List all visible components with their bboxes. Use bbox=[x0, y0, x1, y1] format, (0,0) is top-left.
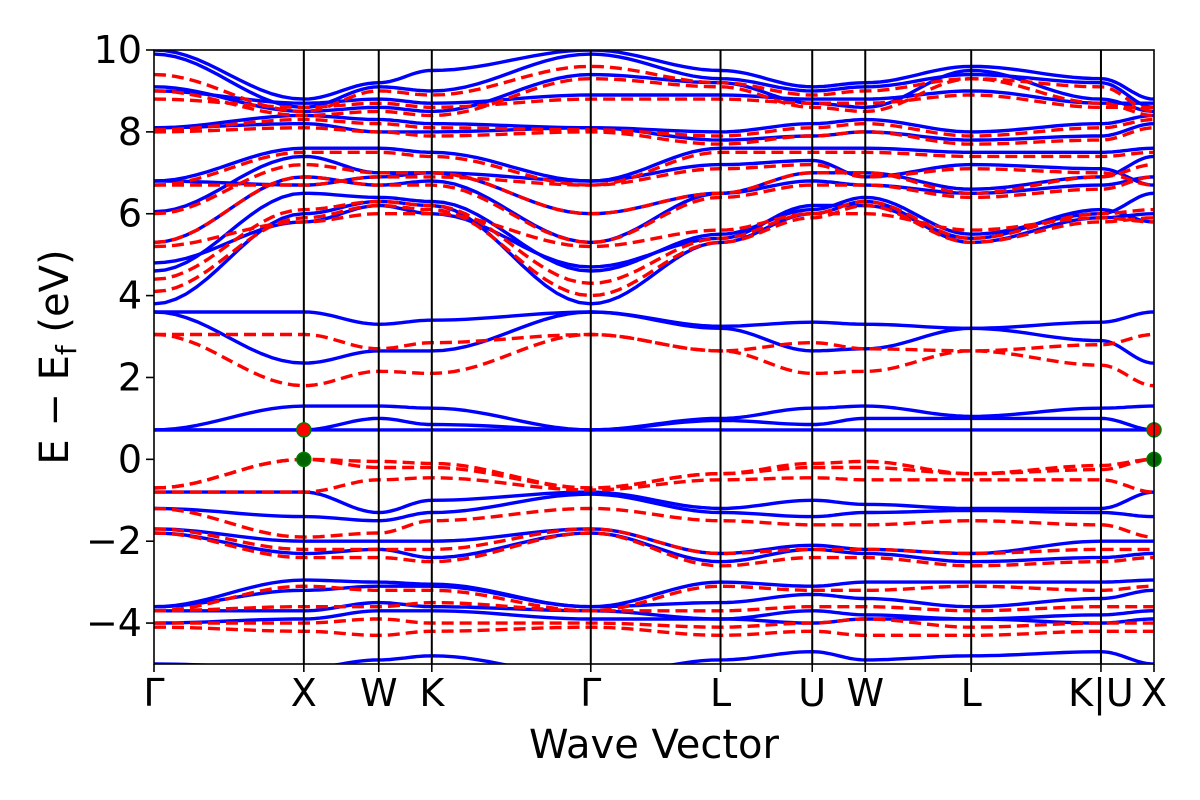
x-tick-label: Γ bbox=[143, 671, 164, 715]
x-tick-label: Γ bbox=[580, 671, 601, 715]
y-axis-title-subscript: f bbox=[50, 344, 83, 355]
spin-down-band-8 bbox=[154, 584, 1154, 613]
x-tick-label: K bbox=[419, 671, 445, 715]
spin-down-band-5 bbox=[154, 506, 1154, 539]
y-tick-label: 2 bbox=[118, 355, 142, 399]
y-tick-label: −2 bbox=[86, 519, 142, 563]
y-tick-label: 10 bbox=[94, 28, 142, 72]
x-tick-label: K|U bbox=[1068, 671, 1134, 716]
x-tick-label: X bbox=[1141, 671, 1167, 715]
y-axis-ticks: −4 −2 0 2 4 6 8 10 bbox=[86, 28, 154, 645]
spin-down-band-1 bbox=[154, 457, 1154, 490]
y-tick-label: 0 bbox=[118, 437, 142, 481]
x-axis-title: Wave Vector bbox=[529, 722, 780, 768]
y-axis-title: E − Ef (eV) bbox=[32, 249, 83, 464]
spin-down-band-14 bbox=[154, 212, 1154, 249]
x-tick-label: L bbox=[710, 671, 731, 715]
x-tick-label: W bbox=[360, 671, 398, 715]
spin-down-band-6 bbox=[154, 527, 1154, 556]
band-edge-marker-1 bbox=[296, 451, 312, 468]
y-tick-label: −4 bbox=[86, 601, 142, 645]
spin-down-band-4 bbox=[154, 332, 1154, 353]
y-axis-title-main: E − E bbox=[32, 355, 78, 465]
plot-frame bbox=[153, 49, 1155, 665]
spin-down-band-22 bbox=[154, 77, 1154, 118]
y-tick-label: 4 bbox=[118, 274, 142, 318]
spin-down-band-12 bbox=[154, 203, 1154, 298]
x-tick-label: W bbox=[846, 671, 884, 715]
x-tick-label: L bbox=[961, 671, 982, 715]
y-tick-label: 8 bbox=[118, 110, 142, 154]
y-tick-label: 6 bbox=[118, 192, 142, 236]
x-tick-label: X bbox=[291, 671, 317, 715]
x-axis-ticks: Γ X W K Γ L U W L K|U X bbox=[143, 664, 1167, 716]
band-edge-marker-0 bbox=[296, 422, 312, 438]
high-symmetry-lines bbox=[302, 50, 1102, 664]
y-axis-title-unit: (eV) bbox=[32, 249, 78, 345]
x-tick-label: U bbox=[798, 671, 826, 715]
